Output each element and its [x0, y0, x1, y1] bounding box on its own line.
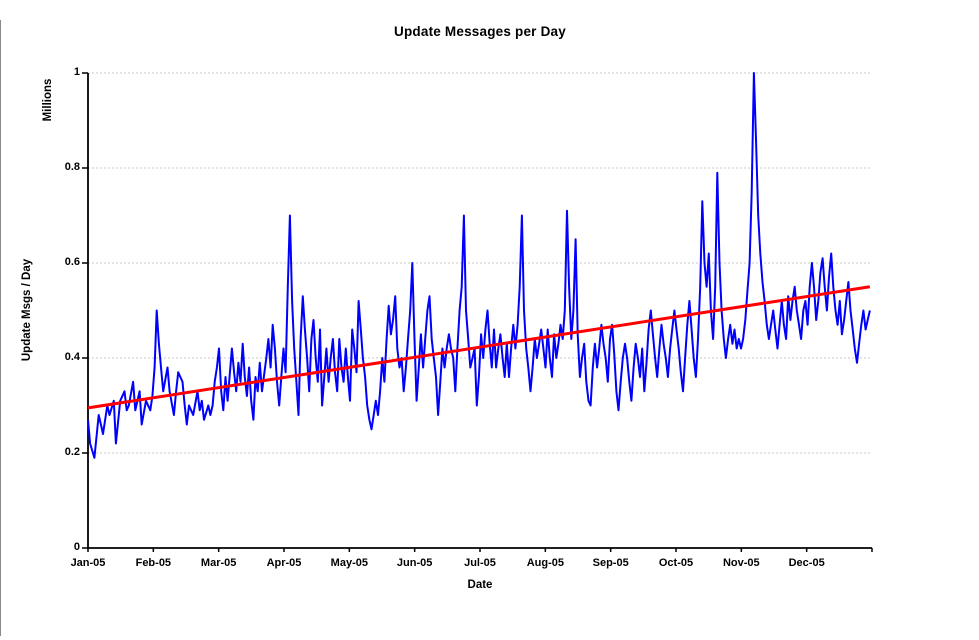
y-tick-label-0.2: 0.2	[64, 446, 80, 458]
x-tick-label-Feb-05: Feb-05	[135, 557, 172, 569]
x-axis-title: Date	[467, 579, 493, 591]
x-tick-label-Nov-05: Nov-05	[722, 557, 760, 569]
y-tick-label-0.4: 0.4	[64, 351, 80, 363]
y-tick-label-1: 1	[73, 66, 80, 78]
chart-title: Update Messages per Day	[394, 24, 566, 39]
x-tick-label-Oct-05: Oct-05	[658, 557, 694, 569]
x-tick-label-Aug-05: Aug-05	[526, 557, 564, 569]
x-tick-label-Apr-05: Apr-05	[266, 557, 302, 569]
y-tick-label-0.8: 0.8	[64, 161, 80, 173]
x-tick-label-May-05: May-05	[330, 557, 368, 569]
series-line-update-msgs-per-day	[87, 72, 871, 459]
x-tick-label-Jan-05: Jan-05	[70, 557, 106, 569]
x-tick-label-Jul-05: Jul-05	[464, 557, 496, 569]
x-tick-label-Dec-05: Dec-05	[788, 557, 825, 569]
y-tick-label-0: 0	[73, 541, 80, 553]
linear-trend-line	[87, 285, 871, 410]
x-tick-label-Jun-05: Jun-05	[396, 557, 433, 569]
x-tick-label-Mar-05: Mar-05	[200, 557, 237, 569]
y-tick-label-0.6: 0.6	[64, 256, 80, 268]
x-tick-label-Sep-05: Sep-05	[592, 557, 629, 569]
window-left-border-line	[0, 20, 1, 636]
